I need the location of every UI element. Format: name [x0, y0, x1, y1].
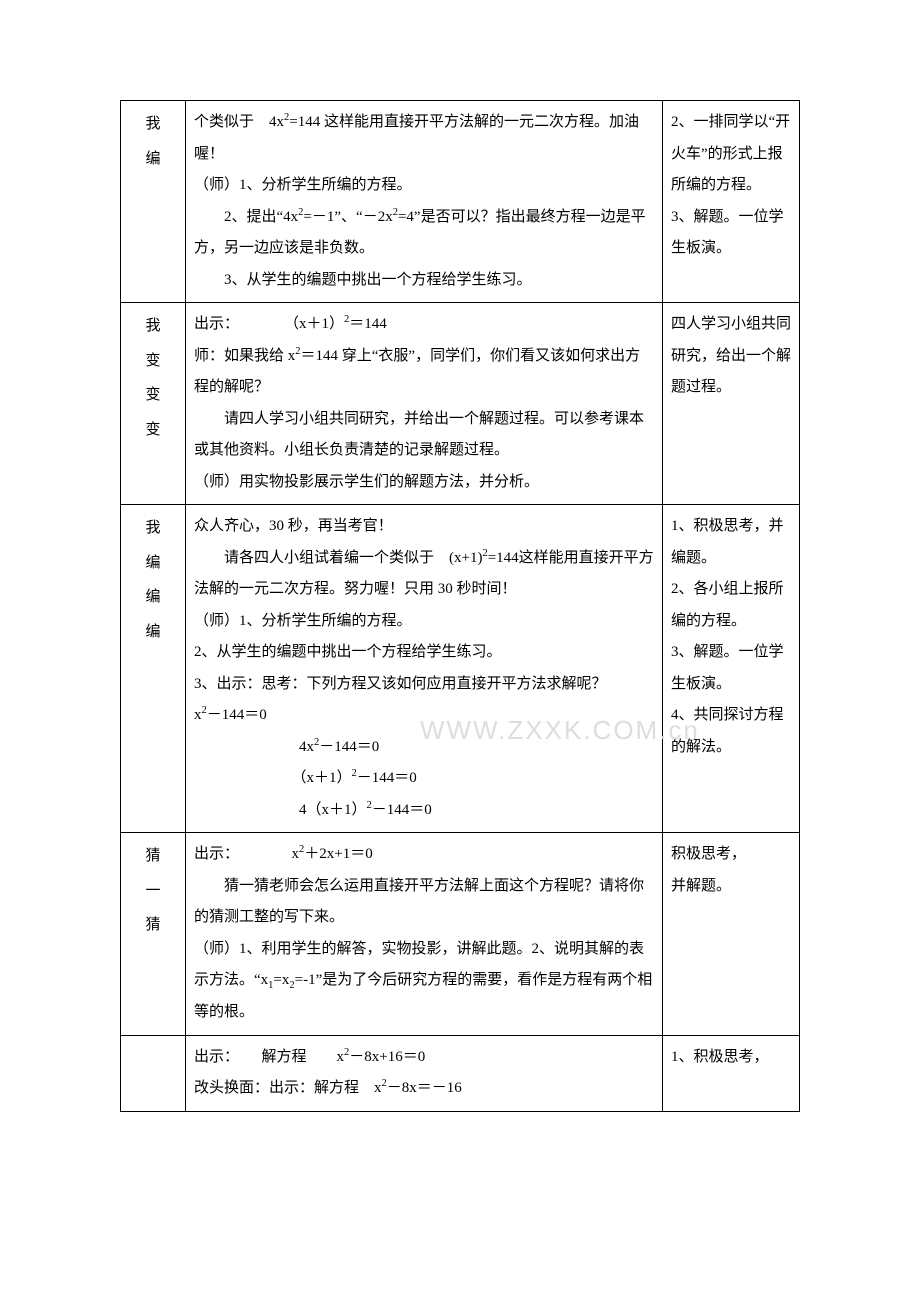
- content-line: 4（x＋1）2－144＝0: [194, 795, 654, 827]
- content-line: 个类似于 4x2=144 这样能用直接开平方法解的一元二次方程。加油喔！: [194, 107, 654, 170]
- note-line: 2、一排同学以“开火车”的形式上报所编的方程。: [671, 107, 791, 202]
- row-note: 2、一排同学以“开火车”的形式上报所编的方程。3、解题。一位学生板演。: [663, 101, 800, 303]
- content-line: 猜一猜老师会怎么运用直接开平方法解上面这个方程呢？请将你的猜测工整的写下来。: [194, 871, 654, 934]
- content-line: （师）1、分析学生所编的方程。: [194, 170, 654, 202]
- note-line: 积极思考，: [671, 839, 791, 871]
- row-content: 众人齐心，30 秒，再当考官！请各四人小组试着编一个类似于 (x+1)2=144…: [186, 505, 663, 833]
- note-line: 四人学习小组共同研究，给出一个解题过程。: [671, 309, 791, 404]
- content-line: （师）用实物投影展示学生们的解题方法，并分析。: [194, 467, 654, 499]
- note-line: 3、解题。一位学生板演。: [671, 637, 791, 700]
- content-line: 出示： x2＋2x+1＝0: [194, 839, 654, 871]
- content-line: 出示： 解方程 x2－8x+16＝0: [194, 1042, 654, 1074]
- row-label: 猜一猜: [121, 833, 186, 1036]
- row-label: 我变变变: [121, 303, 186, 505]
- content-line: 2、从学生的编题中挑出一个方程给学生练习。: [194, 637, 654, 669]
- content-line: 3、出示：思考：下列方程又该如何应用直接开平方法求解呢？ x2－144＝0: [194, 669, 654, 732]
- lesson-table: 我编个类似于 4x2=144 这样能用直接开平方法解的一元二次方程。加油喔！（师…: [120, 100, 800, 1112]
- note-line: 3、解题。一位学生板演。: [671, 202, 791, 265]
- table-row: 猜一猜出示： x2＋2x+1＝0猜一猜老师会怎么运用直接开平方法解上面这个方程呢…: [121, 833, 800, 1036]
- row-content: 出示： x2＋2x+1＝0猜一猜老师会怎么运用直接开平方法解上面这个方程呢？请将…: [186, 833, 663, 1036]
- row-label: 我编: [121, 101, 186, 303]
- note-line: 4、共同探讨方程的解法。: [671, 700, 791, 763]
- content-line: 3、从学生的编题中挑出一个方程给学生练习。: [194, 265, 654, 297]
- content-line: （师）1、利用学生的解答，实物投影，讲解此题。2、说明其解的表示方法。“x1=x…: [194, 934, 654, 1029]
- content-line: 请各四人小组试着编一个类似于 (x+1)2=144这样能用直接开平方法解的一元二…: [194, 543, 654, 606]
- row-note: 1、积极思考，并编题。2、各小组上报所编的方程。3、解题。一位学生板演。4、共同…: [663, 505, 800, 833]
- content-line: （x＋1）2－144＝0: [194, 763, 654, 795]
- row-note: 四人学习小组共同研究，给出一个解题过程。: [663, 303, 800, 505]
- table-row: 我编个类似于 4x2=144 这样能用直接开平方法解的一元二次方程。加油喔！（师…: [121, 101, 800, 303]
- content-line: 改头换面：出示：解方程 x2－8x＝－16: [194, 1073, 654, 1105]
- note-line: 2、各小组上报所编的方程。: [671, 574, 791, 637]
- row-note: 1、积极思考，: [663, 1035, 800, 1111]
- content-line: 2、提出“4x2=－1”、“－2x2=4”是否可以？指出最终方程一边是平方，另一…: [194, 202, 654, 265]
- note-line: 1、积极思考，并编题。: [671, 511, 791, 574]
- row-label: 我编编编: [121, 505, 186, 833]
- row-note: 积极思考，并解题。: [663, 833, 800, 1036]
- content-line: 请四人学习小组共同研究，并给出一个解题过程。可以参考课本或其他资料。小组长负责清…: [194, 404, 654, 467]
- table-row: 我变变变出示： （x＋1）2＝144师：如果我给 x2＝144 穿上“衣服”，同…: [121, 303, 800, 505]
- content-line: 师：如果我给 x2＝144 穿上“衣服”，同学们，你们看又该如何求出方程的解呢？: [194, 341, 654, 404]
- row-content: 个类似于 4x2=144 这样能用直接开平方法解的一元二次方程。加油喔！（师）1…: [186, 101, 663, 303]
- note-line: 并解题。: [671, 871, 791, 903]
- row-content: 出示： 解方程 x2－8x+16＝0改头换面：出示：解方程 x2－8x＝－16: [186, 1035, 663, 1111]
- content-line: 众人齐心，30 秒，再当考官！: [194, 511, 654, 543]
- content-line: 4x2－144＝0: [194, 732, 654, 764]
- content-line: （师）1、分析学生所编的方程。: [194, 606, 654, 638]
- row-content: 出示： （x＋1）2＝144师：如果我给 x2＝144 穿上“衣服”，同学们，你…: [186, 303, 663, 505]
- table-row: 我编编编众人齐心，30 秒，再当考官！请各四人小组试着编一个类似于 (x+1)2…: [121, 505, 800, 833]
- row-label: [121, 1035, 186, 1111]
- note-line: 1、积极思考，: [671, 1042, 791, 1074]
- table-row: 出示： 解方程 x2－8x+16＝0改头换面：出示：解方程 x2－8x＝－161…: [121, 1035, 800, 1111]
- content-line: 出示： （x＋1）2＝144: [194, 309, 654, 341]
